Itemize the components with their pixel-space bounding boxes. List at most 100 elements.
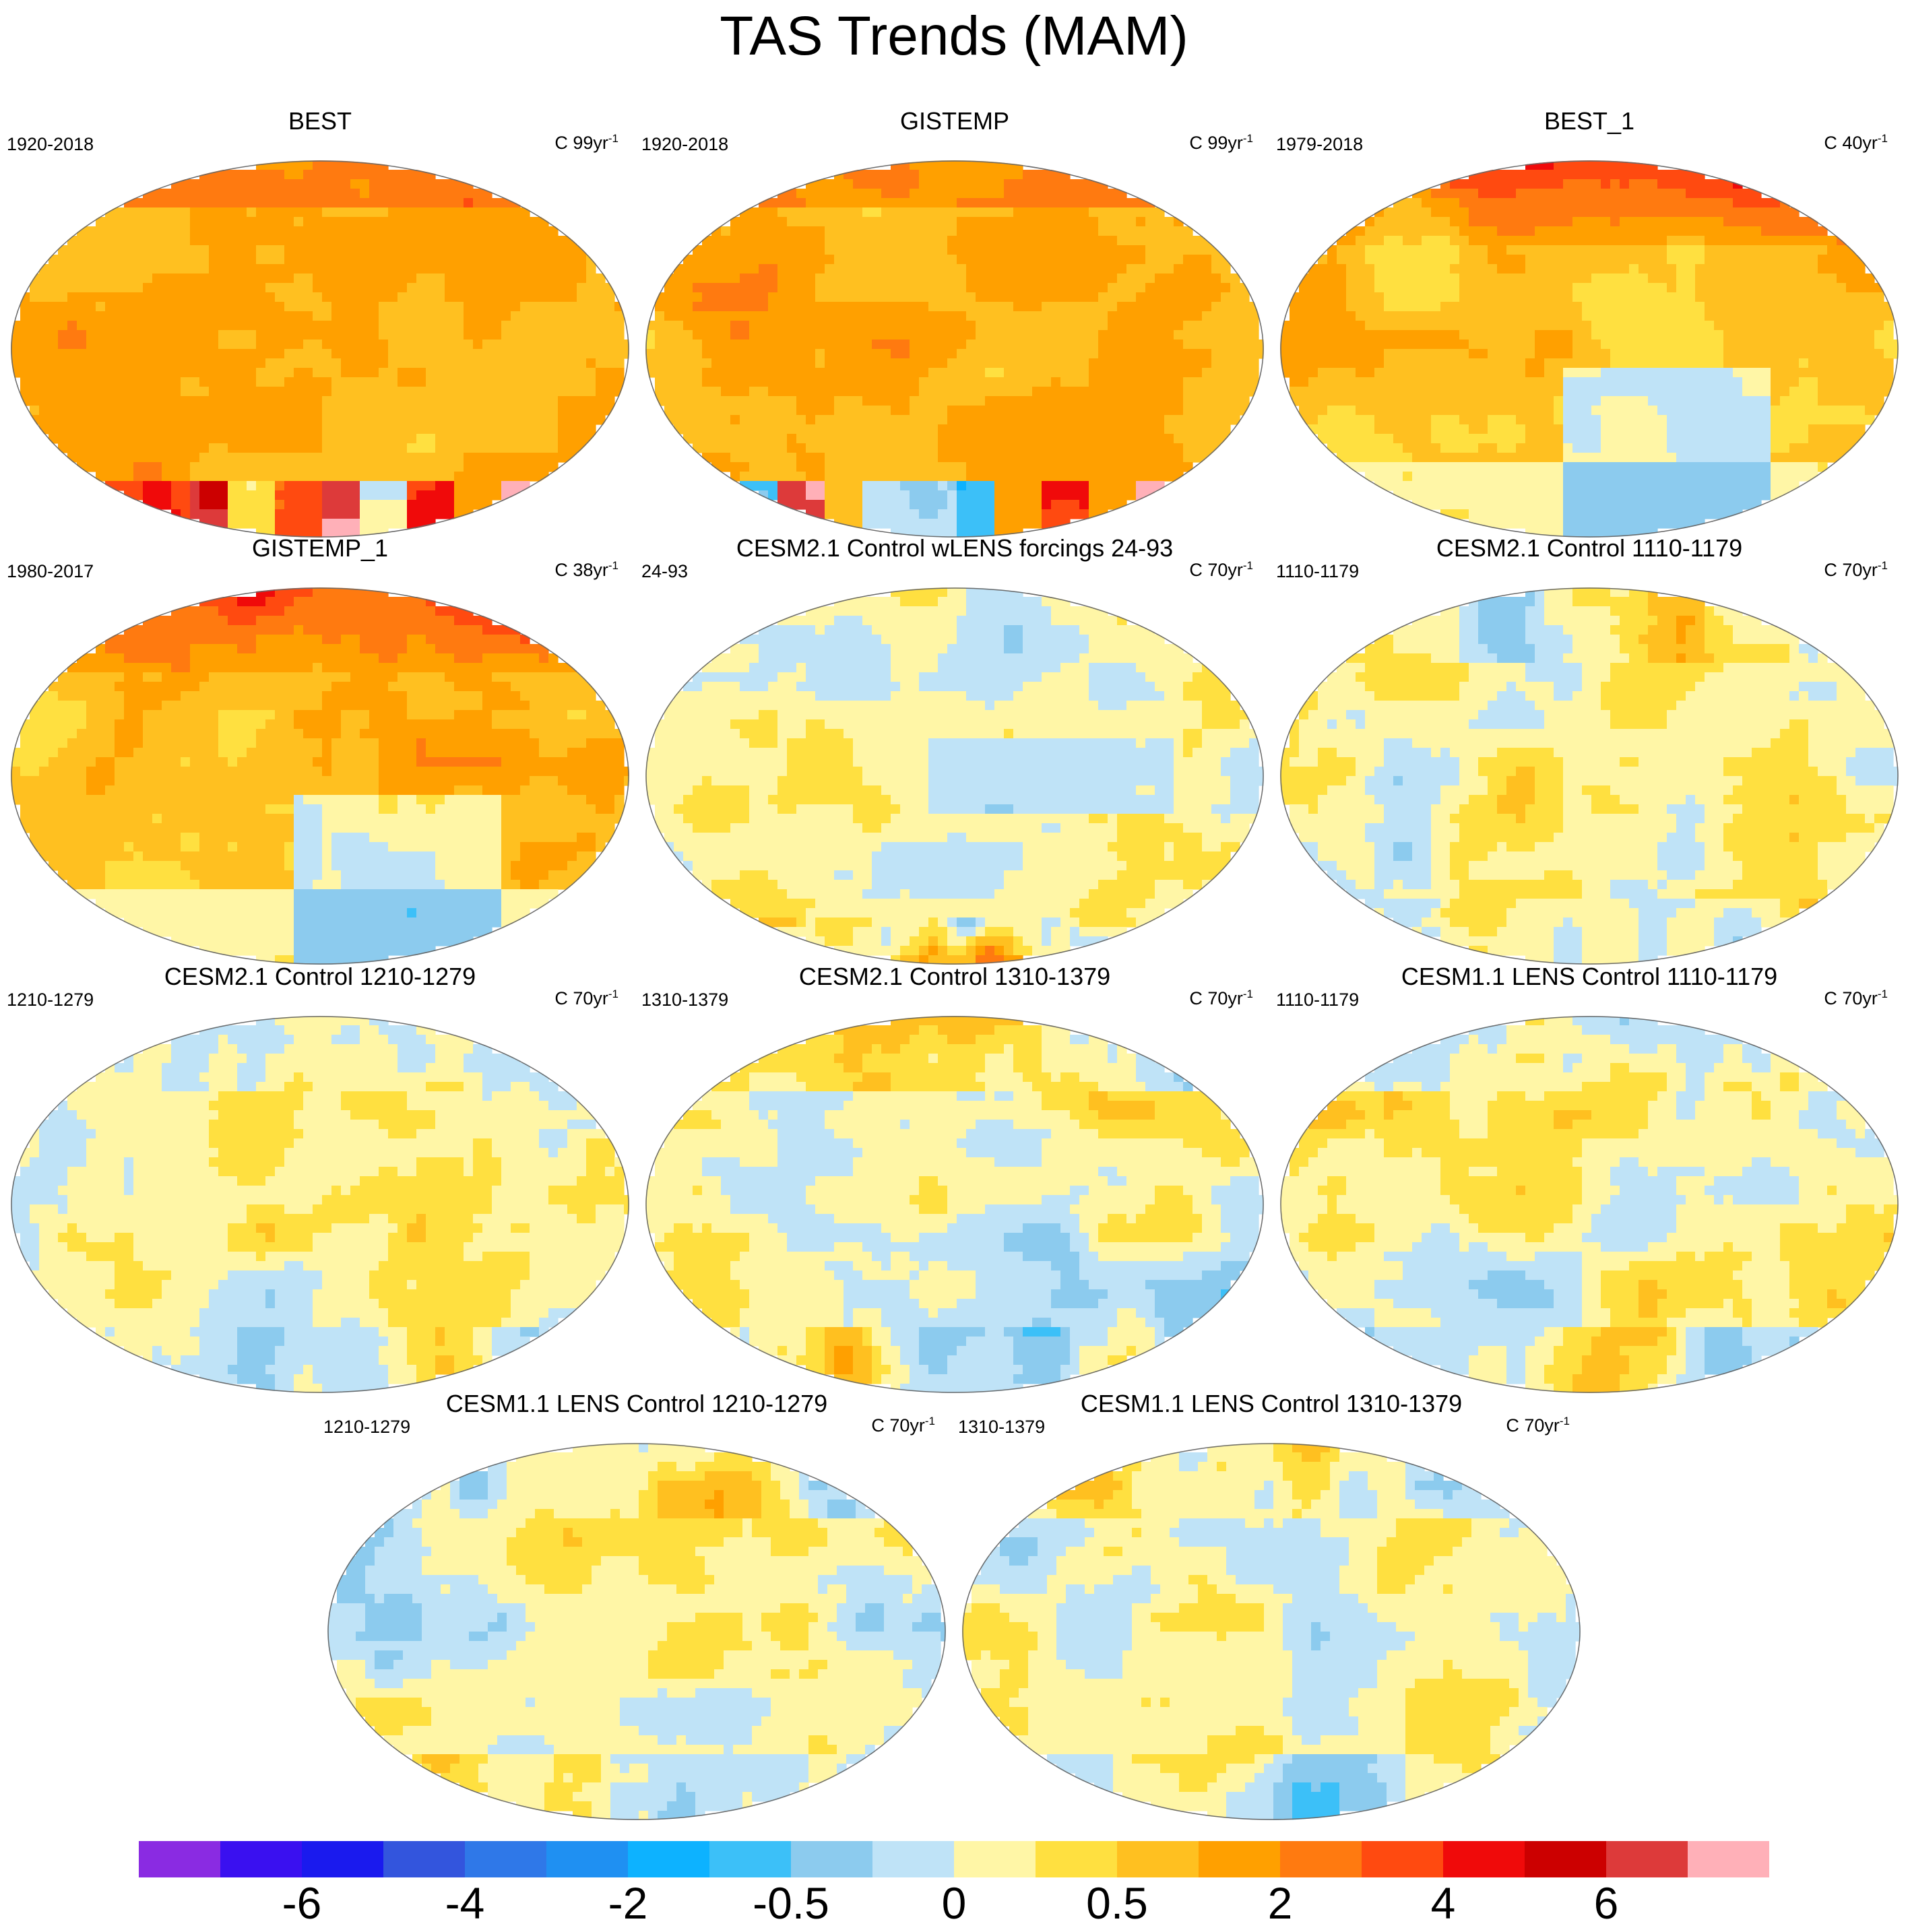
- map-panel: BEST_1 1979-2018 C 40yr-1: [1276, 106, 1903, 538]
- panel-units: C 99yr-1: [554, 128, 618, 154]
- map-panel: GISTEMP 1920-2018 C 99yr-1: [641, 106, 1268, 538]
- panel-units-exponent: -1: [1560, 1415, 1570, 1427]
- trend-map: [327, 1443, 946, 1820]
- panel-period: 1110-1179: [1276, 560, 1359, 582]
- colorbar-swatch: [383, 1841, 465, 1877]
- trend-map: [962, 1443, 1581, 1820]
- panel-period: 1980-2017: [7, 560, 94, 582]
- map-outline: [962, 1443, 1581, 1820]
- panel-title: GISTEMP: [641, 106, 1268, 136]
- panel-units-exponent: -1: [1243, 132, 1253, 145]
- panel-units: C 70yr-1: [1189, 984, 1253, 1009]
- map-panel: CESM1.1 LENS Control 1210-1279 1210-1279 C…: [323, 1389, 950, 1820]
- colorbar-swatch: [1688, 1841, 1769, 1877]
- map-panel: CESM1.1 LENS Control 1310-1379 1310-1379 C…: [958, 1389, 1585, 1820]
- panel-title: CESM2.1 Control 1110-1179: [1276, 534, 1903, 563]
- colorbar-tick-label: 4: [1376, 1876, 1510, 1930]
- panel-period: 1210-1279: [323, 1416, 410, 1438]
- trend-map: [645, 587, 1264, 965]
- panel-period: 1310-1379: [641, 989, 728, 1010]
- map-outline: [11, 1016, 629, 1393]
- colorbar-tick-label: 0.5: [1050, 1876, 1184, 1930]
- panel-units-text: C 70yr: [1824, 988, 1878, 1008]
- panel-units: C 70yr-1: [1189, 555, 1253, 581]
- panel-period: 24-93: [641, 560, 688, 582]
- panel-period: 1920-2018: [641, 133, 728, 155]
- colorbar-swatch: [1280, 1841, 1362, 1877]
- panel-units: C 70yr-1: [1506, 1411, 1570, 1436]
- colorbar-swatch: [302, 1841, 383, 1877]
- colorbar-tick-label: 0: [887, 1876, 1021, 1930]
- colorbar-swatch: [628, 1841, 709, 1877]
- colorbar-swatch: [1117, 1841, 1199, 1877]
- colorbar-swatch: [1606, 1841, 1688, 1877]
- map-outline: [645, 160, 1264, 538]
- panel-units-exponent: -1: [1878, 559, 1888, 572]
- trend-map: [645, 160, 1264, 538]
- panel-title: BEST_1: [1276, 106, 1903, 136]
- colorbar-tick-label: -2: [561, 1876, 695, 1930]
- panel-units-text: C 70yr: [1824, 560, 1878, 580]
- colorbar-swatch: [1036, 1841, 1117, 1877]
- panel-units: C 40yr-1: [1824, 128, 1888, 154]
- panel-period: 1110-1179: [1276, 989, 1359, 1010]
- panel-title: CESM1.1 LENS Control 1110-1179: [1276, 962, 1903, 992]
- panel-units-text: C 70yr: [1189, 560, 1243, 580]
- colorbar-swatch: [139, 1841, 220, 1877]
- colorbar-swatch: [954, 1841, 1036, 1877]
- panel-title: GISTEMP_1: [7, 534, 633, 563]
- trend-map: [11, 1016, 629, 1393]
- colorbar-tick-label: -0.5: [724, 1876, 858, 1930]
- panel-title: CESM2.1 Control 1310-1379: [641, 962, 1268, 992]
- map-outline: [11, 160, 629, 538]
- trend-map: [11, 160, 629, 538]
- colorbar-swatch: [709, 1841, 791, 1877]
- trend-map: [1280, 160, 1899, 538]
- panel-units: C 38yr-1: [554, 555, 618, 581]
- panel-period: 1210-1279: [7, 989, 94, 1010]
- map-outline: [1280, 587, 1899, 965]
- panel-units-text: C 38yr: [554, 560, 608, 580]
- colorbar: [139, 1841, 1769, 1877]
- panel-units-text: C 99yr: [554, 133, 608, 153]
- colorbar-tick-label: -6: [234, 1876, 369, 1930]
- panel-units-text: C 40yr: [1824, 133, 1878, 153]
- panel-units-exponent: -1: [608, 559, 618, 572]
- colorbar-tick-label: 6: [1539, 1876, 1674, 1930]
- panel-units-exponent: -1: [1878, 132, 1888, 145]
- panel-units-text: C 70yr: [871, 1415, 925, 1436]
- panel-units: C 70yr-1: [871, 1411, 935, 1436]
- colorbar-swatch: [1443, 1841, 1525, 1877]
- map-panel: CESM2.1 Control 1310-1379 1310-1379 C 70yr…: [641, 962, 1268, 1393]
- panel-units-text: C 70yr: [1189, 988, 1243, 1008]
- map-outline: [1280, 1016, 1899, 1393]
- trend-map: [645, 1016, 1264, 1393]
- map-panel: CESM2.1 Control 1110-1179 1110-1179 C 70yr…: [1276, 534, 1903, 965]
- map-outline: [327, 1443, 946, 1820]
- colorbar-swatch: [872, 1841, 954, 1877]
- panel-units: C 70yr-1: [554, 984, 618, 1009]
- panel-units: C 99yr-1: [1189, 128, 1253, 154]
- panel-units: C 70yr-1: [1824, 984, 1888, 1009]
- panel-units-text: C 99yr: [1189, 133, 1243, 153]
- panel-period: 1920-2018: [7, 133, 94, 155]
- panel-period: 1310-1379: [958, 1416, 1045, 1438]
- map-panel: CESM2.1 Control 1210-1279 1210-1279 C 70yr…: [7, 962, 633, 1393]
- panel-title: CESM2.1 Control wLENS forcings 24-93: [641, 534, 1268, 563]
- colorbar-swatch: [546, 1841, 628, 1877]
- panel-units-exponent: -1: [1878, 988, 1888, 1000]
- colorbar-tick-label: -4: [398, 1876, 532, 1930]
- panel-units-text: C 70yr: [554, 988, 608, 1008]
- panel-units-exponent: -1: [608, 132, 618, 145]
- colorbar-swatch: [220, 1841, 302, 1877]
- colorbar-swatch: [1199, 1841, 1280, 1877]
- trend-map: [1280, 587, 1899, 965]
- panel-units-exponent: -1: [608, 988, 618, 1000]
- map-panel: CESM1.1 LENS Control 1110-1179 1110-1179 C…: [1276, 962, 1903, 1393]
- colorbar-swatch: [791, 1841, 872, 1877]
- panel-units-exponent: -1: [925, 1415, 935, 1427]
- map-outline: [645, 1016, 1264, 1393]
- map-outline: [11, 587, 629, 965]
- colorbar-swatch: [1362, 1841, 1443, 1877]
- panel-title: BEST: [7, 106, 633, 136]
